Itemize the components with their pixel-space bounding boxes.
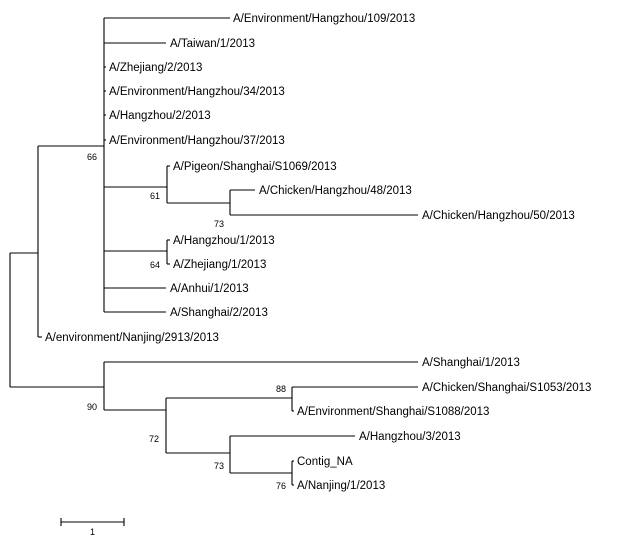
leaf-label: A/Hangzhou/1/2013: [173, 235, 275, 247]
tree-branches: [9, 17, 418, 486]
leaf-labels: A/Environment/Hangzhou/109/2013 A/Taiwan…: [45, 13, 591, 492]
leaf-label: A/Pigeon/Shanghai/S1069/2013: [173, 161, 337, 173]
bootstrap-values: 66 61 73 64 90 88 72 73 76: [87, 152, 286, 491]
bootstrap-value: 64: [150, 260, 160, 270]
leaf-label: A/Chicken/Hangzhou/50/2013: [422, 210, 575, 222]
bootstrap-value: 72: [149, 434, 159, 444]
leaf-label: A/Chicken/Shanghai/S1053/2013: [422, 382, 591, 394]
leaf-label: A/Anhui/1/2013: [170, 283, 249, 295]
bootstrap-value: 90: [87, 402, 97, 412]
bootstrap-value: 73: [214, 219, 224, 229]
bootstrap-value: 66: [87, 152, 97, 162]
leaf-label: A/Zhejiang/1/2013: [173, 259, 266, 271]
bootstrap-value: 73: [214, 461, 224, 471]
leaf-label: A/Shanghai/2/2013: [170, 307, 268, 319]
leaf-label: A/Nanjing/1/2013: [297, 480, 385, 492]
scale-bar-label: 1: [90, 527, 95, 536]
leaf-label: A/Hangzhou/2/2013: [109, 110, 211, 122]
leaf-label: A/Environment/Hangzhou/109/2013: [233, 13, 415, 25]
leaf-label: A/Environment/Shanghai/S1088/2013: [297, 406, 489, 418]
leaf-label: A/Environment/Hangzhou/37/2013: [109, 135, 285, 147]
leaf-label: A/Chicken/Hangzhou/48/2013: [259, 185, 412, 197]
scale-bar: 1: [60, 518, 125, 536]
leaf-label: A/Hangzhou/3/2013: [359, 431, 461, 443]
bootstrap-value: 76: [276, 481, 286, 491]
leaf-label: A/Environment/Hangzhou/34/2013: [109, 86, 285, 98]
bootstrap-value: 88: [276, 384, 286, 394]
leaf-label: A/Zhejiang/2/2013: [109, 62, 202, 74]
bootstrap-value: 61: [150, 191, 160, 201]
leaf-label: Contig_NA: [297, 456, 353, 468]
leaf-label: A/Shanghai/1/2013: [422, 357, 520, 369]
leaf-label: A/environment/Nanjing/2913/2013: [45, 332, 219, 344]
leaf-label: A/Taiwan/1/2013: [170, 38, 255, 50]
